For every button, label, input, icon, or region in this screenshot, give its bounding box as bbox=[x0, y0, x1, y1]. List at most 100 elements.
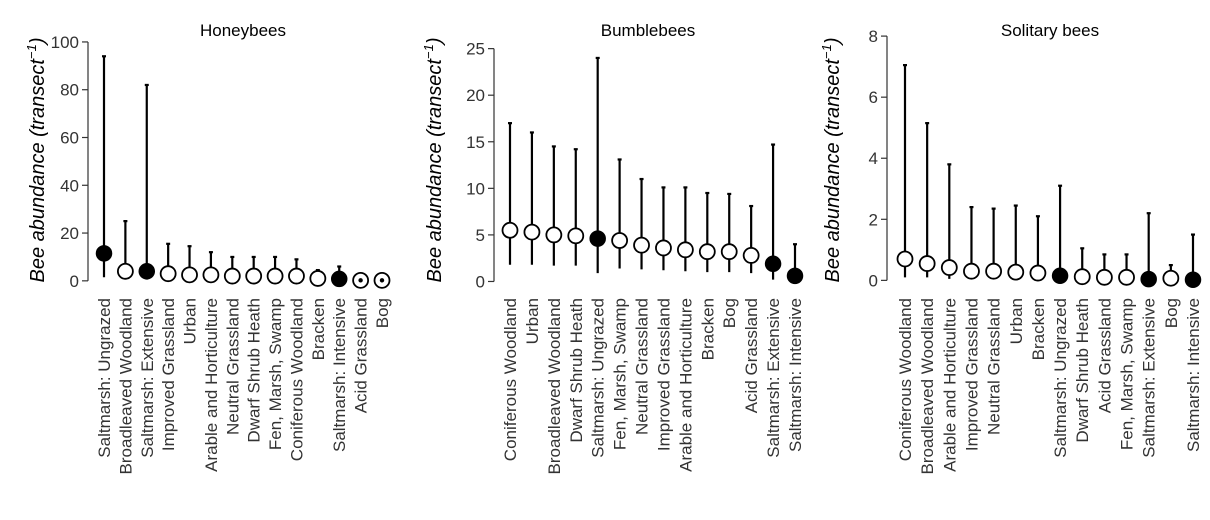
x-tick-label: Dwarf Shrub Heath bbox=[567, 298, 586, 443]
x-tick-label: Bog bbox=[373, 298, 392, 328]
data-point bbox=[116, 262, 134, 280]
y-tick-label: 80 bbox=[60, 81, 79, 100]
x-tick-label: Improved Grassland bbox=[962, 298, 981, 451]
data-point bbox=[95, 245, 113, 262]
x-tick-label: Fen, Marsh, Swamp bbox=[266, 298, 285, 450]
data-point bbox=[742, 247, 760, 264]
data-point bbox=[633, 236, 650, 254]
data-point bbox=[245, 267, 263, 285]
data-point bbox=[330, 270, 348, 288]
y-tick-label: 0 bbox=[476, 272, 485, 291]
x-tick-label: Saltmarsh: Ungrazed bbox=[1051, 298, 1070, 458]
x-tick-label: Fen, Marsh, Swamp bbox=[1118, 298, 1137, 450]
data-point bbox=[266, 267, 284, 285]
data-point bbox=[720, 243, 738, 261]
data-point bbox=[764, 255, 782, 273]
data-point-center bbox=[379, 278, 385, 283]
y-tick-label: 2 bbox=[869, 210, 878, 229]
x-tick-label: Broadleaved Woodland bbox=[116, 298, 135, 474]
x-tick-label: Acid Grassland bbox=[742, 298, 761, 413]
data-point bbox=[202, 266, 220, 284]
x-tick-label: Arable and Horticulture bbox=[940, 298, 959, 472]
x-tick-label: Improved Grassland bbox=[159, 298, 178, 451]
data-point bbox=[288, 267, 305, 285]
panel-2: 0 2 4 6 8 Bee abundance (transect−1) Solitary … bbox=[819, 21, 1203, 474]
data-point bbox=[545, 226, 563, 244]
x-tick-label: Arable and Horticulture bbox=[202, 298, 221, 472]
y-tick-label: 0 bbox=[70, 272, 79, 291]
y-tick-label: 20 bbox=[466, 86, 485, 105]
panel-title: Honeybees bbox=[200, 21, 286, 40]
x-tick-label: Arable and Horticulture bbox=[676, 298, 695, 472]
x-tick-label: Bracken bbox=[1029, 298, 1048, 360]
data-point bbox=[501, 221, 519, 239]
data-point bbox=[1073, 268, 1091, 286]
y-axis-label: Bee abundance (transect−1) bbox=[24, 38, 49, 283]
data-point bbox=[985, 262, 1003, 280]
data-point bbox=[1051, 267, 1069, 285]
x-tick-label: Neutral Grassland bbox=[985, 298, 1004, 435]
data-point bbox=[1029, 264, 1047, 282]
panel-title: Bumblebees bbox=[601, 21, 696, 40]
y-tick-label: 20 bbox=[60, 224, 79, 243]
x-tick-label: Saltmarsh: Extensive bbox=[1140, 298, 1159, 458]
x-tick-label: Saltmarsh: Intensive bbox=[1184, 298, 1203, 452]
x-tick-label: Broadleaved Woodland bbox=[918, 298, 937, 474]
x-tick-label: Coniferous Woodland bbox=[287, 298, 306, 461]
x-tick-label: Saltmarsh: Intensive bbox=[786, 298, 805, 452]
panel-1: 0 5 10 15 20 25 Bee abundance (transect−1) Bumb… bbox=[421, 21, 805, 474]
x-tick-label: Saltmarsh: Extensive bbox=[764, 298, 783, 458]
x-tick-label: Saltmarsh: Extensive bbox=[138, 298, 157, 458]
y-tick-label: 60 bbox=[60, 129, 79, 148]
x-tick-label: Bracken bbox=[698, 298, 717, 360]
x-tick-label: Coniferous Woodland bbox=[501, 298, 520, 461]
data-point bbox=[1184, 271, 1202, 289]
x-tick-label: Bracken bbox=[309, 298, 328, 360]
data-point bbox=[181, 266, 198, 284]
x-tick-label: Bog bbox=[1162, 298, 1181, 328]
data-point bbox=[159, 265, 177, 283]
data-point bbox=[1095, 268, 1113, 286]
data-point bbox=[309, 270, 327, 287]
data-point bbox=[786, 267, 804, 285]
y-axis-label: Bee abundance (transect−1) bbox=[819, 38, 844, 283]
y-tick-label: 25 bbox=[466, 40, 485, 59]
x-tick-label: Urban bbox=[181, 298, 200, 344]
data-point bbox=[589, 230, 606, 247]
data-point bbox=[698, 243, 716, 261]
data-point bbox=[896, 250, 914, 268]
x-tick-label: Coniferous Woodland bbox=[896, 298, 915, 461]
y-tick-label: 40 bbox=[60, 176, 79, 195]
data-point bbox=[611, 232, 629, 249]
y-tick-label: 15 bbox=[466, 133, 485, 152]
x-tick-label: Neutral Grassland bbox=[633, 298, 652, 435]
data-point bbox=[523, 223, 541, 241]
data-point bbox=[1140, 270, 1157, 288]
data-point bbox=[676, 241, 694, 259]
x-tick-label: Dwarf Shrub Heath bbox=[1073, 298, 1092, 443]
x-tick-label: Saltmarsh: Intensive bbox=[330, 298, 349, 452]
x-tick-label: Acid Grassland bbox=[352, 298, 371, 413]
y-tick-label: 8 bbox=[869, 27, 878, 46]
x-tick-label: Urban bbox=[1007, 298, 1026, 344]
x-tick-label: Bog bbox=[720, 298, 739, 328]
x-tick-label: Saltmarsh: Ungrazed bbox=[589, 298, 608, 458]
x-tick-label: Urban bbox=[523, 298, 542, 344]
y-axis-label: Bee abundance (transect−1) bbox=[421, 38, 446, 283]
y-tick-label: 6 bbox=[869, 88, 878, 107]
x-tick-label: Neutral Grassland bbox=[223, 298, 242, 435]
y-tick-label: 10 bbox=[466, 179, 485, 198]
x-tick-label: Saltmarsh: Ungrazed bbox=[95, 298, 114, 458]
x-tick-label: Acid Grassland bbox=[1095, 298, 1114, 413]
data-point bbox=[1118, 268, 1135, 286]
x-tick-label: Fen, Marsh, Swamp bbox=[611, 298, 630, 450]
panel-title: Solitary bees bbox=[1001, 21, 1099, 40]
data-point bbox=[567, 227, 585, 245]
x-tick-label: Improved Grassland bbox=[654, 298, 673, 451]
data-point bbox=[655, 239, 672, 257]
data-point bbox=[918, 255, 936, 272]
data-point bbox=[1007, 263, 1025, 281]
y-tick-label: 100 bbox=[51, 33, 79, 52]
data-point-center bbox=[358, 278, 363, 283]
